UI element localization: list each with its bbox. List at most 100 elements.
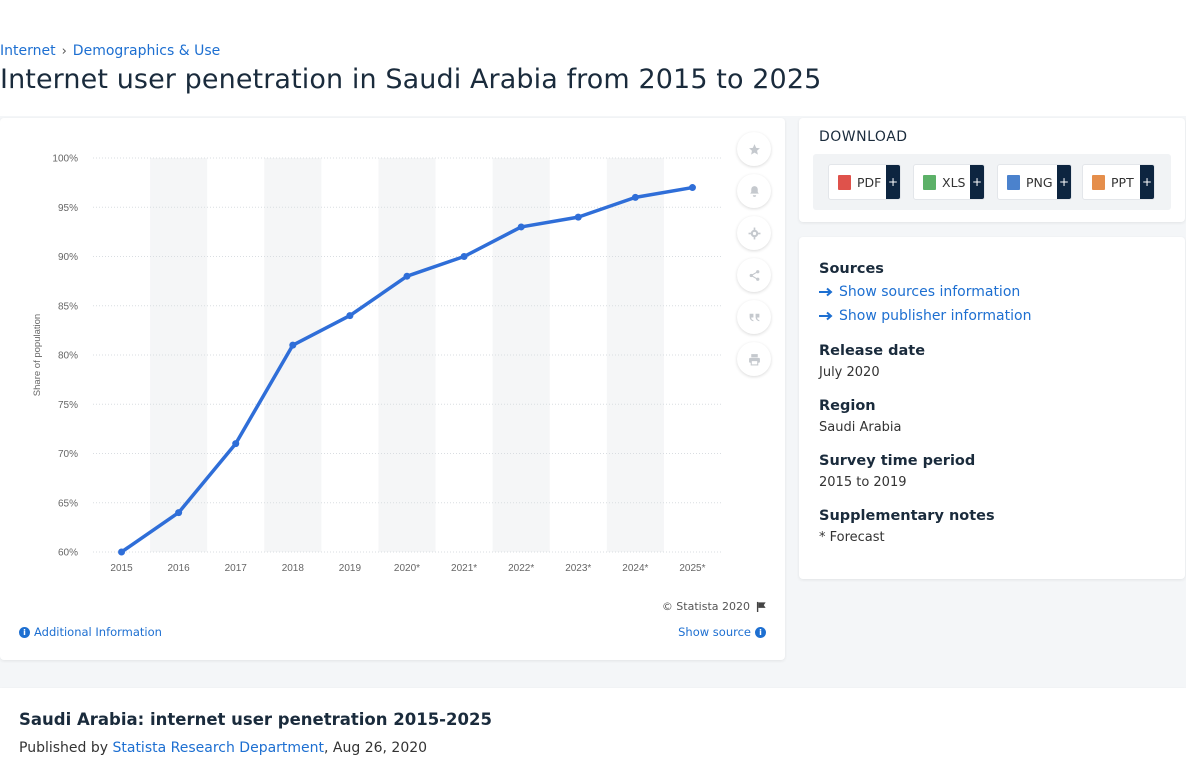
x-axis-ticks: 2015 2016 2017 2018 2019 2020* 2021* 2022* 2023*… <box>110 563 705 574</box>
chart-tools <box>737 132 773 384</box>
data-point <box>175 509 183 517</box>
plus-icon: + <box>1140 165 1154 199</box>
plus-icon: + <box>886 165 900 199</box>
y-axis-label: Share of population <box>32 314 43 396</box>
share-button[interactable] <box>737 258 771 292</box>
description-card: Saudi Arabia: internet user penetration … <box>0 688 1186 760</box>
download-pdf-label: PDF <box>857 174 882 190</box>
additional-information-link[interactable]: i Additional Information <box>19 625 162 639</box>
download-buttons: PDF + XLS + PNG + PPT + <box>813 154 1171 210</box>
favorite-button[interactable] <box>737 132 771 166</box>
data-point <box>574 213 582 221</box>
flag-icon[interactable] <box>756 601 767 612</box>
data-point <box>403 272 411 280</box>
share-icon <box>749 269 759 281</box>
survey-period-heading: Survey time period <box>819 453 976 469</box>
download-pdf-button[interactable]: PDF + <box>828 164 901 200</box>
survey-period-value: 2015 to 2019 <box>819 475 907 490</box>
copyright-text: © Statista 2020 <box>661 600 750 613</box>
x-tick-label: 2022* <box>508 563 534 574</box>
y-tick-label: 80% <box>58 351 78 362</box>
quote-icon <box>749 313 759 321</box>
info-icon: i <box>755 626 766 638</box>
statistic-details-card: Sources Show sources information Show pu… <box>799 237 1185 579</box>
ppt-file-icon <box>1092 174 1105 190</box>
data-point <box>118 548 126 556</box>
show-publisher-label: Show publisher information <box>839 308 1032 324</box>
gear-icon <box>748 227 760 239</box>
y-tick-label: 90% <box>58 252 78 263</box>
cite-button[interactable] <box>737 300 771 334</box>
print-button[interactable] <box>737 342 771 376</box>
arrow-right-icon <box>819 311 833 321</box>
y-tick-label: 60% <box>58 548 78 559</box>
region-heading: Region <box>819 398 876 414</box>
breadcrumb-item-internet[interactable]: Internet <box>0 43 56 59</box>
plus-icon: + <box>970 165 984 199</box>
arrow-right-icon <box>819 287 833 297</box>
chart-card: 60% 65% 70% 75% 80% 85% 90% 95% 100% 2015 2016 201… <box>0 118 785 660</box>
download-xls-button[interactable]: XLS + <box>913 164 985 200</box>
line-chart: 60%65%70%75%80%85%90%95%100% 2015 2016 201… <box>32 154 721 574</box>
breadcrumb-separator: › <box>61 43 67 59</box>
plus-icon: + <box>1057 165 1071 199</box>
show-source-link[interactable]: Show source i <box>678 625 766 639</box>
show-source-label: Show source <box>678 625 751 639</box>
chart-series <box>118 184 696 556</box>
x-tick-label: 2015 <box>110 563 133 574</box>
y-tick-label: 100% <box>52 154 78 165</box>
data-point <box>346 312 354 320</box>
published-by: Published by Statista Research Departmen… <box>19 740 427 756</box>
published-by-label: Published by <box>19 740 113 756</box>
show-sources-link[interactable]: Show sources information <box>819 284 1020 300</box>
show-sources-label: Show sources information <box>839 284 1021 300</box>
publisher-link[interactable]: Statista Research Department <box>112 740 325 756</box>
x-tick-label: 2024* <box>622 563 648 574</box>
x-tick-label: 2021* <box>451 563 477 574</box>
breadcrumb: Internet › Demographics & Use <box>0 43 220 59</box>
x-tick-label: 2019 <box>339 563 362 574</box>
region-value: Saudi Arabia <box>819 420 902 435</box>
published-date: , Aug 26, 2020 <box>324 740 428 756</box>
data-point <box>232 440 240 448</box>
data-point <box>688 184 696 192</box>
settings-button[interactable] <box>737 216 771 250</box>
download-png-label: PNG <box>1026 174 1053 190</box>
notification-button[interactable] <box>737 174 771 208</box>
data-point <box>460 253 468 260</box>
description-title: Saudi Arabia: internet user penetration … <box>19 710 492 729</box>
y-axis-ticks: 60% 65% 70% 75% 80% 85% 90% 95% 100% <box>52 154 78 559</box>
download-card: DOWNLOAD PDF + XLS + PNG + PPT + <box>799 118 1185 222</box>
sources-heading: Sources <box>819 261 884 277</box>
page-title: Internet user penetration in Saudi Arabi… <box>0 64 822 95</box>
y-tick-label: 75% <box>58 400 78 411</box>
png-file-icon <box>1007 174 1020 190</box>
show-publisher-link[interactable]: Show publisher information <box>819 308 1031 324</box>
print-icon <box>748 353 760 365</box>
copyright-notice: © Statista 2020 <box>662 600 767 613</box>
x-tick-label: 2023* <box>565 563 591 574</box>
data-point <box>631 193 639 201</box>
download-ppt-label: PPT <box>1111 174 1134 190</box>
download-png-button[interactable]: PNG + <box>997 164 1072 200</box>
y-tick-label: 65% <box>58 498 78 509</box>
header-band <box>0 0 1186 116</box>
release-date-heading: Release date <box>819 343 926 359</box>
y-tick-label: 95% <box>58 203 78 214</box>
supplementary-notes-heading: Supplementary notes <box>819 508 995 524</box>
release-date-value: July 2020 <box>819 365 880 380</box>
download-xls-label: XLS <box>942 174 966 190</box>
x-tick-label: 2016 <box>168 563 191 574</box>
y-tick-label: 85% <box>58 301 78 312</box>
star-icon <box>748 143 760 155</box>
x-tick-label: 2020* <box>394 563 420 574</box>
breadcrumb-item-demographics[interactable]: Demographics & Use <box>72 43 221 59</box>
x-tick-label: 2018 <box>282 563 305 574</box>
download-ppt-button[interactable]: PPT + <box>1082 164 1155 200</box>
additional-information-label: Additional Information <box>34 625 162 639</box>
chart-bands <box>150 158 664 552</box>
data-point <box>517 223 525 231</box>
x-tick-label: 2017 <box>225 563 248 574</box>
x-tick-label: 2025* <box>679 563 705 574</box>
download-title: DOWNLOAD <box>819 129 908 145</box>
